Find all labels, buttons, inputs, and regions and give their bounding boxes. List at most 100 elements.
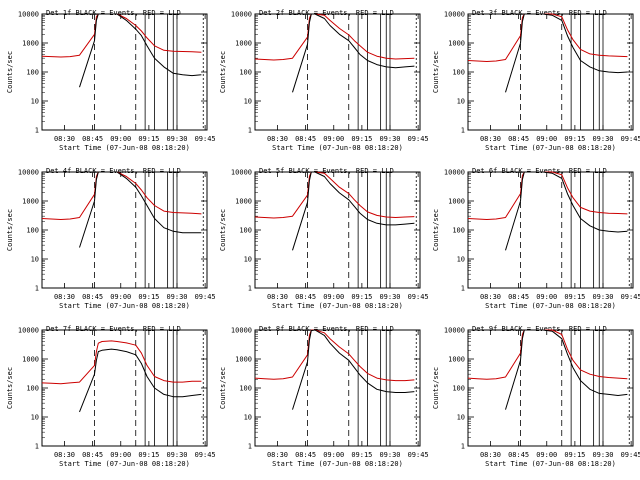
chart-panel-2: Det 2f BLACK = Events, RED = LLD 1 10 100 10… [219,9,429,152]
y-tick-label: 100 [239,385,252,393]
x-tick-label: 09:00 [536,293,557,301]
x-tick-label: 09:30 [166,135,187,143]
x-tick-label: 08:30 [267,135,288,143]
x-tick-label: 08:45 [82,293,103,301]
x-tick-label: 08:30 [54,451,75,459]
series-line-lld [41,171,202,220]
series-line-events [505,171,628,251]
series-line-lld [41,13,202,58]
y-tick-label: 10000 [231,11,252,19]
y-tick-label: 1 [248,443,252,451]
x-tick-label: 09:15 [138,451,159,459]
series-line-lld [254,329,415,382]
x-tick-label: 08:45 [508,293,529,301]
series-line-events [292,171,415,251]
y-tick-label: 10000 [18,11,39,19]
chart-title: Det 5f BLACK = Events, RED = LLD [259,167,394,175]
x-tick-label: 09:15 [564,135,585,143]
x-tick-label: 08:30 [54,135,75,143]
x-axis-label: Start Time (07-Jun-08 08:18:20) [485,144,616,152]
x-axis-label: Start Time (07-Jun-08 08:18:20) [485,460,616,468]
series-line-events [292,329,415,410]
y-tick-label: 1000 [448,198,465,206]
series-line-lld [254,13,415,61]
plot-frame [467,171,634,289]
x-tick-label: 09:45 [408,135,429,143]
x-tick-label: 09:45 [195,135,216,143]
y-tick-label: 1000 [22,40,39,48]
series-line-events [79,171,202,248]
chart-panel-3: Det 3f BLACK = Events, RED = LLD 1 10 100 10… [432,9,640,152]
x-tick-label: 09:30 [379,293,400,301]
chart-title: Det 8f BLACK = Events, RED = LLD [259,325,394,333]
x-tick-label: 08:45 [508,451,529,459]
series-line-events [79,348,202,413]
x-tick-label: 08:30 [480,451,501,459]
plot-frame [254,329,421,447]
x-tick-label: 09:00 [110,135,131,143]
y-tick-label: 10000 [444,327,465,335]
y-tick-label: 100 [452,385,465,393]
y-tick-label: 1000 [235,40,252,48]
x-tick-label: 08:45 [295,293,316,301]
x-axis-label: Start Time (07-Jun-08 08:18:20) [59,302,190,310]
y-tick-label: 10 [457,256,465,264]
x-tick-label: 08:30 [267,293,288,301]
y-tick-label: 10000 [231,327,252,335]
series-line-events [292,13,415,93]
y-tick-label: 1000 [235,356,252,364]
y-axis-label: Counts/sec [432,51,440,93]
x-tick-label: 09:00 [536,135,557,143]
y-axis-label: Counts/sec [219,367,227,409]
chart-panel-9: Det 9f BLACK = Events, RED = LLD 1 10 100 10… [432,325,640,468]
x-tick-label: 09:15 [564,293,585,301]
y-tick-label: 10 [457,414,465,422]
chart-title: Det 7f BLACK = Events, RED = LLD [46,325,181,333]
series-line-lld [467,329,628,380]
y-tick-label: 1000 [22,198,39,206]
y-tick-label: 1000 [448,356,465,364]
y-tick-label: 10000 [444,169,465,177]
chart-title: Det 6f BLACK = Events, RED = LLD [472,167,607,175]
series-line-events [505,329,628,410]
x-tick-label: 09:15 [351,293,372,301]
series-line-lld [41,340,202,385]
x-tick-label: 09:45 [195,451,216,459]
x-axis-label: Start Time (07-Jun-08 08:18:20) [59,460,190,468]
chart-panel-7: Det 7f BLACK = Events, RED = LLD 1 10 100 10… [6,325,216,468]
x-tick-label: 09:30 [379,451,400,459]
plot-frame [254,171,421,289]
x-tick-label: 09:00 [323,135,344,143]
x-tick-label: 09:00 [110,451,131,459]
chart-panel-8: Det 8f BLACK = Events, RED = LLD 1 10 100 10… [219,325,429,468]
y-tick-label: 1 [35,127,39,135]
y-tick-label: 1 [35,443,39,451]
x-tick-label: 08:45 [295,135,316,143]
x-tick-label: 08:45 [82,451,103,459]
y-tick-label: 10 [31,98,39,106]
chart-title: Det 1f BLACK = Events, RED = LLD [46,9,181,17]
chart-panel-4: Det 4f BLACK = Events, RED = LLD 1 10 100 10… [6,167,216,310]
y-tick-label: 10000 [18,327,39,335]
x-axis-label: Start Time (07-Jun-08 08:18:20) [272,144,403,152]
chart-panel-1: Det 1f BLACK = Events, RED = LLD 1 10 100 10… [6,9,216,152]
x-axis-label: Start Time (07-Jun-08 08:18:20) [485,302,616,310]
plot-frame [41,171,208,289]
y-axis-label: Counts/sec [6,209,14,251]
y-tick-label: 10000 [444,11,465,19]
plot-frame [254,13,421,131]
x-tick-label: 09:00 [536,451,557,459]
y-tick-label: 1 [35,285,39,293]
chart-title: Det 3f BLACK = Events, RED = LLD [472,9,607,17]
y-axis-label: Counts/sec [219,209,227,251]
plot-frame [467,329,634,447]
x-tick-label: 09:30 [379,135,400,143]
x-tick-label: 09:15 [138,135,159,143]
x-tick-label: 09:30 [166,451,187,459]
y-tick-label: 100 [26,227,39,235]
x-tick-label: 09:15 [351,451,372,459]
y-tick-label: 1000 [235,198,252,206]
y-tick-label: 100 [239,227,252,235]
y-tick-label: 1 [248,127,252,135]
